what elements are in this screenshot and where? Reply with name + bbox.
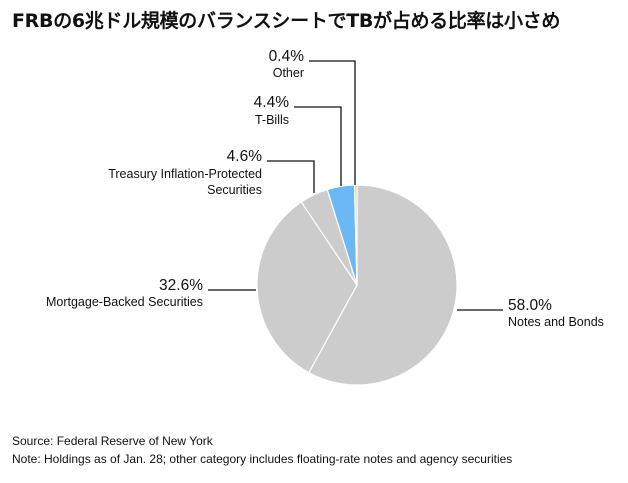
slice-label-t-bills: T-Bills (255, 113, 289, 127)
slice-value-mortgage-backed-securities: 32.6% (159, 277, 203, 294)
slice-labels: 58.0%Notes and Bonds 32.6%Mortgage-Backed… (46, 48, 604, 329)
slice-value-treasury-inflation-protected-securities: 4.6% (227, 148, 263, 165)
slice-label-notes-and-bonds: Notes and Bonds (508, 315, 604, 329)
footnote: Note: Holdings as of Jan. 28; other cate… (12, 452, 513, 466)
slice-value-t-bills: 4.4% (254, 94, 290, 111)
leader-line-treasury-inflation-protected-securities (267, 160, 315, 193)
pie-slices (256, 184, 458, 386)
pie-slice-other (353, 184, 358, 286)
chart-title: FRBの6兆ドル規模のバランスシートでTBが占める比率は小さめ (12, 10, 561, 32)
pie-slice-notes-and-bonds (308, 184, 458, 386)
leader-line-t-bills (294, 106, 342, 186)
slice-label-treasury-inflation-protected-securities: Securities (207, 183, 262, 197)
slice-label-treasury-inflation-protected-securities: Treasury Inflation-Protected (108, 167, 262, 181)
slice-label-other: Other (273, 66, 304, 80)
slice-label-mortgage-backed-securities: Mortgage-Backed Securities (46, 295, 203, 309)
slice-value-notes-and-bonds: 58.0% (508, 297, 552, 314)
leader-lines (208, 60, 503, 311)
leader-line-other (309, 60, 356, 185)
pie-slice-mortgage-backed-securities (256, 201, 358, 374)
slice-value-other: 0.4% (269, 48, 305, 65)
source-note: Source: Federal Reserve of New York (12, 434, 213, 448)
